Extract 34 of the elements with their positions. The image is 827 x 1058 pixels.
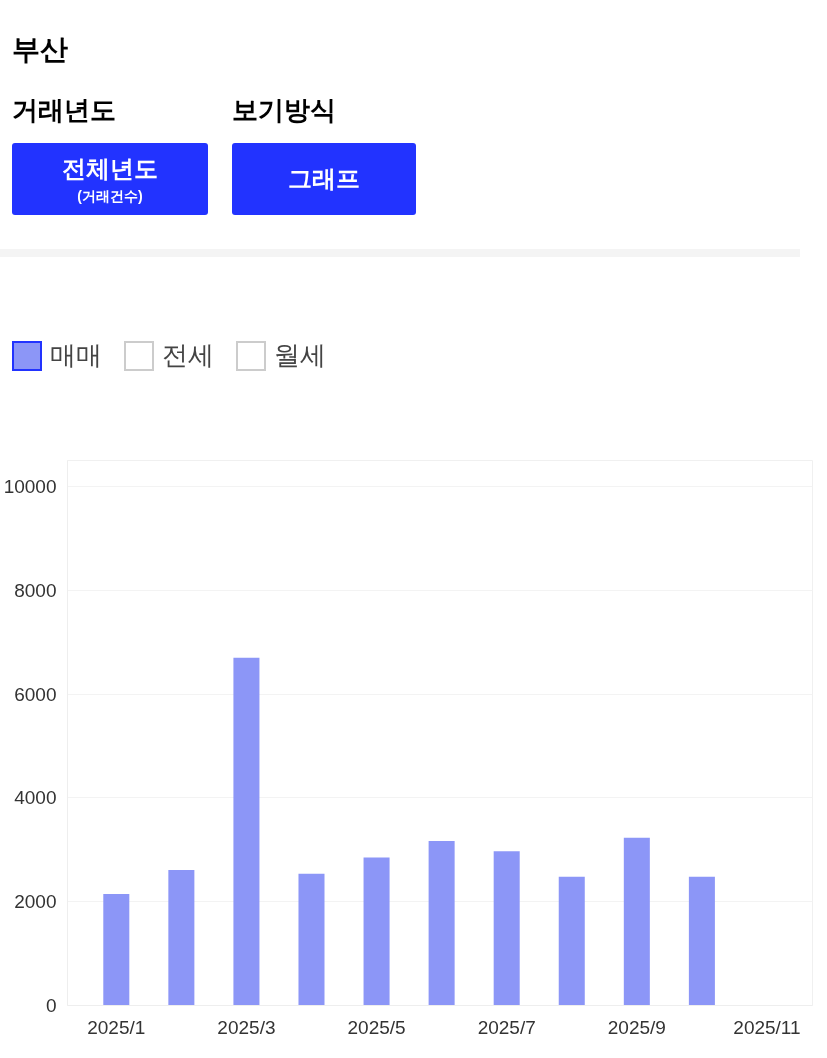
bar xyxy=(688,876,715,1006)
bar xyxy=(428,840,455,1006)
y-tick-label: 0 xyxy=(45,995,57,1016)
legend-label: 전세 xyxy=(162,339,214,373)
text: 보기방식 xyxy=(232,94,337,127)
x-tick-label: 2025/7 xyxy=(477,1016,536,1038)
legend-label: 매매 xyxy=(50,339,102,373)
text: 전체년도 xyxy=(62,154,158,184)
y-tick-label: 2000 xyxy=(14,891,57,913)
bar xyxy=(168,870,195,1006)
y-tick-label: 4000 xyxy=(14,787,57,809)
bar xyxy=(103,893,130,1006)
text: 그래프 xyxy=(288,164,360,194)
y-tick-label: 8000 xyxy=(14,579,57,601)
x-tick-label: 2025/5 xyxy=(347,1016,406,1038)
text: 거래년도 xyxy=(12,94,117,127)
bar xyxy=(493,851,520,1006)
bar xyxy=(298,873,325,1006)
y-tick-label: 10000 xyxy=(3,475,57,497)
x-tick-label: 2025/9 xyxy=(607,1016,666,1038)
text: (거래건수) xyxy=(77,187,143,207)
title: 부산 xyxy=(12,33,69,67)
bar xyxy=(363,857,390,1006)
legend-item: 매매 xyxy=(12,337,102,375)
x-tick-label: 2025/3 xyxy=(217,1016,276,1038)
x-tick-label: 2025/11 xyxy=(733,1016,801,1038)
y-tick-label: 6000 xyxy=(14,683,57,705)
legend-item: 월세 xyxy=(236,337,326,375)
legend-item: 전세 xyxy=(124,337,214,375)
bar xyxy=(623,837,650,1006)
legend-label: 월세 xyxy=(274,339,326,373)
bar xyxy=(233,657,260,1006)
bar xyxy=(558,876,585,1006)
x-tick-label: 2025/1 xyxy=(87,1016,146,1038)
